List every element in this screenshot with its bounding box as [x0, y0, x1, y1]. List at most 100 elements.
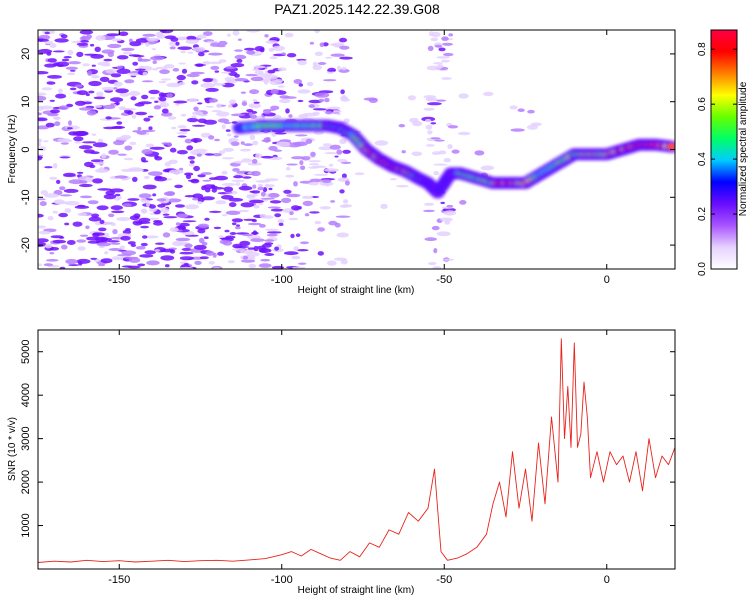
spectrogram-noise-blob — [66, 127, 73, 130]
spectrogram-noise-blob — [239, 148, 252, 152]
spectrogram-noise-blob — [225, 129, 231, 132]
spectrogram-noise-blob — [241, 158, 253, 163]
spectrogram-noise-blob — [72, 130, 88, 137]
spectrogram-noise-blob — [106, 240, 120, 243]
spectrogram-noise-blob — [185, 39, 199, 44]
spectrogram-noise-blob — [157, 203, 166, 208]
spectrogram-noise-blob — [255, 180, 270, 183]
spectrogram-noise-blob — [250, 76, 264, 82]
spectrogram-noise-blob — [239, 249, 254, 254]
spectrogram-noise-blob — [128, 257, 141, 263]
spectrogram-noise-blob — [314, 92, 330, 98]
spectrogram-noise-blob — [132, 61, 139, 66]
spectrogram-noise-blob — [218, 150, 226, 154]
spectrogram-noise-blob — [233, 175, 244, 179]
spectrogram-noise-blob — [135, 111, 148, 116]
spectrogram-noise-blob — [179, 128, 191, 132]
spectrogram-noise-blob — [216, 45, 226, 48]
spectrogram-noise-blob — [176, 74, 186, 81]
spectrogram-noise-blob — [111, 256, 122, 261]
spectrogram-noise-blob — [153, 105, 162, 110]
spectrogram-noise-blob — [230, 141, 240, 146]
spectrogram-noise-blob — [88, 216, 102, 222]
spectrogram-noise-blob — [230, 113, 246, 117]
spectrogram-noise-blob — [140, 242, 148, 247]
spectrogram-noise-blob — [264, 253, 275, 256]
spectrogram-noise-blob — [203, 184, 216, 190]
spectrogram-noise-blob — [299, 160, 304, 166]
spectrogram-noise-blob — [281, 52, 286, 55]
spectrogram-noise-blob — [122, 203, 132, 208]
spectrogram-noise-blob — [38, 142, 42, 147]
spectrogram-noise-blob — [111, 125, 125, 129]
spectrogram-noise-blob — [509, 105, 518, 110]
spectrogram-noise-blob — [56, 61, 70, 67]
spectrogram-noise-blob — [186, 35, 197, 41]
spectrogram-noise-blob — [96, 91, 104, 97]
spectrogram-noise-blob — [260, 258, 271, 262]
spectrogram-noise-blob — [45, 122, 55, 128]
spectrogram-noise-blob — [189, 160, 195, 164]
snr-y-label: SNR (10 * v/v) — [7, 417, 18, 481]
spectrogram-noise-blob — [172, 68, 180, 72]
spectrogram-noise-blob — [286, 53, 297, 58]
spectrogram-noise-blob — [319, 206, 331, 210]
spectrogram-noise-blob — [322, 143, 332, 147]
spectrogram-noise-blob — [427, 102, 442, 106]
spectrogram-noise-blob — [155, 242, 165, 245]
spectrogram-noise-blob — [116, 217, 131, 221]
spectrogram-noise-blob — [251, 231, 259, 235]
spectrogram-noise-blob — [234, 78, 248, 82]
snr-x-tick-label: -100 — [271, 574, 293, 586]
spectrogram-noise-blob — [341, 66, 347, 71]
spectrogram-noise-blob — [221, 195, 234, 200]
spectrogram-noise-blob — [233, 160, 244, 164]
spectrogram-noise-blob — [480, 165, 495, 171]
spectrogram-noise-blob — [143, 117, 151, 122]
spectrogram-noise-blob — [297, 89, 311, 94]
spectrogram-noise-blob — [443, 158, 452, 163]
spectrogram-noise-blob — [129, 141, 137, 146]
spectrogram-noise-blob — [147, 217, 160, 220]
spectrogram-noise-blob — [118, 31, 129, 37]
spectrogram-noise-blob — [264, 74, 279, 80]
spectrogram-noise-blob — [340, 98, 350, 102]
spectrogram-noise-blob — [148, 171, 163, 177]
spectrogram-noise-blob — [160, 78, 171, 81]
spectrogram-noise-blob — [442, 258, 455, 261]
spectrogram-noise-blob — [213, 226, 222, 230]
spectrogram-noise-blob — [293, 246, 299, 252]
spectrogram-noise-blob — [253, 101, 260, 104]
spectrogram-noise-blob — [298, 262, 307, 265]
spectrogram-noise-blob — [184, 138, 193, 144]
spectrogram-noise-blob — [314, 51, 323, 56]
spectrogram-noise-blob — [38, 263, 43, 267]
spectrogram-noise-blob — [165, 264, 170, 268]
spectrogram-noise-blob — [38, 213, 44, 218]
spectrogram-noise-blob — [458, 93, 469, 99]
spectrogram-noise-blob — [44, 166, 53, 169]
spectrogram-y-label: Frequency (Hz) — [7, 115, 18, 184]
spectrogram-noise-blob — [196, 153, 202, 157]
spectrogram-noise-blob — [317, 251, 324, 256]
spectrogram-noise-blob — [338, 37, 348, 43]
spectrogram-noise-blob — [187, 51, 194, 54]
spectrogram-noise-blob — [128, 38, 133, 43]
spectrogram-noise-blob — [266, 233, 278, 237]
colorbar-tick-label: 0.2 — [697, 207, 708, 221]
spectrogram-noise-blob — [258, 203, 264, 205]
spectrogram-noise-blob — [79, 183, 93, 188]
spectrogram-noise-blob — [446, 204, 454, 208]
colorbar-tick-label: 0.8 — [697, 42, 708, 56]
spectrogram-noise-blob — [440, 217, 453, 222]
spectrogram-noise-blob — [269, 80, 282, 86]
spectrogram-noise-blob — [89, 151, 100, 155]
spectrogram-y-tick-label: 10 — [20, 96, 32, 108]
spectrogram-noise-blob — [186, 117, 199, 123]
spectrogram-noise-blob — [169, 46, 176, 50]
spectrogram-noise-blob — [114, 197, 121, 201]
spectrogram-noise-blob — [136, 130, 147, 135]
spectrogram-noise-blob — [44, 63, 57, 68]
spectrogram-noise-blob — [441, 36, 449, 41]
spectrogram-noise-blob — [241, 101, 248, 106]
